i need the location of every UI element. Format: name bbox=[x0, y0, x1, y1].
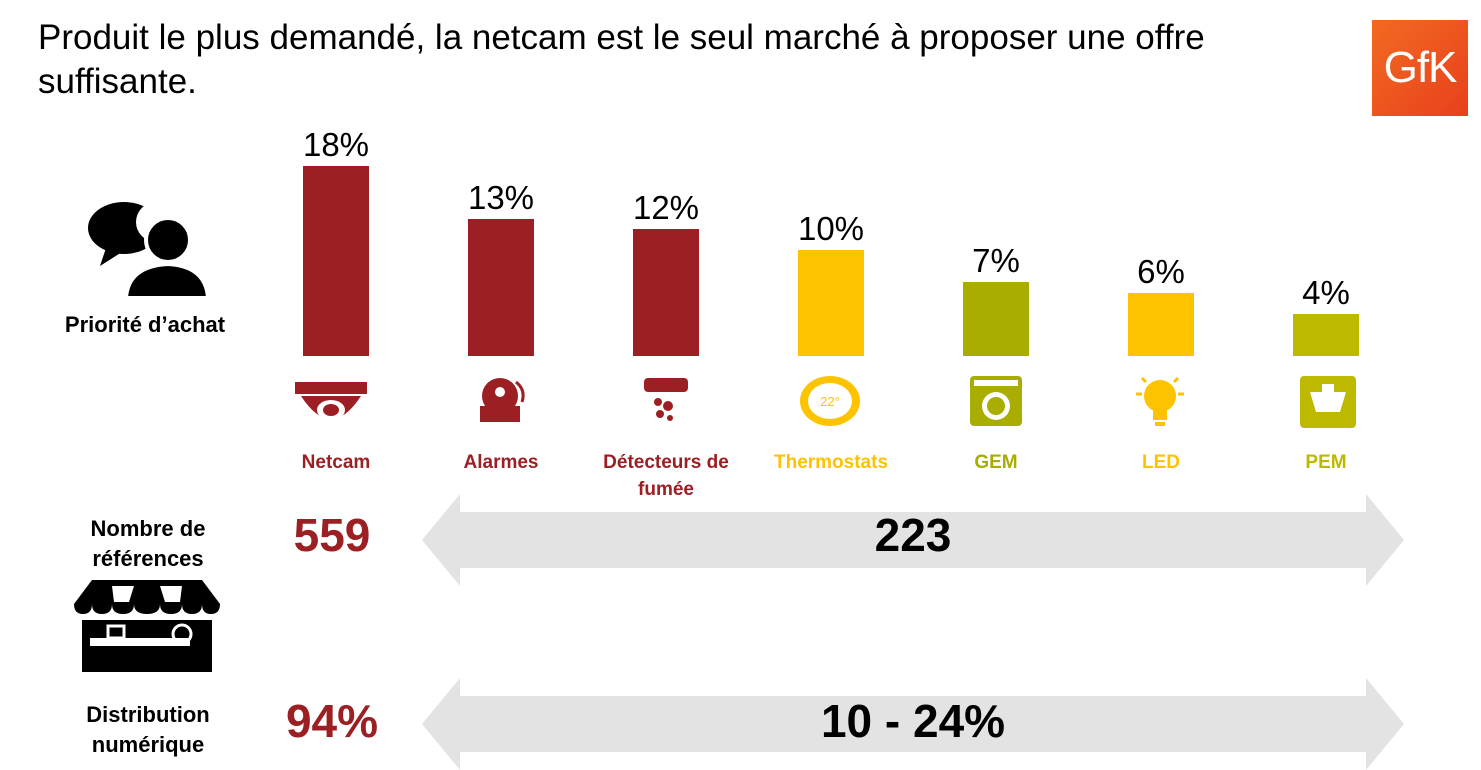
references-netcam-value: 559 bbox=[293, 509, 371, 561]
references-others-value: 223 bbox=[874, 509, 952, 561]
gfk-logo: GfK bbox=[1372, 20, 1468, 116]
smoke-detector-icon bbox=[644, 378, 688, 421]
row-label-references: Nombre de références bbox=[90, 516, 206, 571]
bar-value-label: 13% bbox=[467, 178, 535, 216]
bar-netcam bbox=[303, 166, 369, 356]
bar-alarmes bbox=[468, 218, 534, 356]
alarm-bell-icon bbox=[480, 378, 525, 422]
distribution-netcam-value: 94% bbox=[285, 695, 379, 747]
category-label: PEM bbox=[1305, 452, 1347, 473]
page-title: Produit le plus demandé, la netcam est l… bbox=[38, 18, 1205, 101]
bar-value-label: 18% bbox=[302, 126, 370, 163]
netcam-icon bbox=[295, 382, 367, 420]
bar-value-label: 4% bbox=[1302, 273, 1350, 311]
bar-d-tecteurs-de-fum-e bbox=[633, 229, 699, 356]
category-label: Détecteurs de fumée bbox=[603, 452, 729, 500]
row-label-priority: Priorité d’achat bbox=[64, 312, 226, 337]
bar-value-label: 7% bbox=[972, 242, 1020, 280]
kitchen-mixer-icon bbox=[1300, 376, 1356, 428]
store-icon bbox=[74, 580, 220, 672]
light-bulb-icon bbox=[1136, 376, 1184, 426]
category-label: Netcam bbox=[301, 452, 371, 473]
bar-value-label: 10% bbox=[797, 210, 865, 248]
bar-gem bbox=[963, 282, 1029, 356]
category-label: Alarmes bbox=[463, 452, 539, 473]
thermostat-icon: 22° bbox=[800, 376, 860, 426]
bar-value-label: 12% bbox=[632, 189, 700, 227]
distribution-others-value: 10 - 24% bbox=[820, 695, 1006, 747]
bar-value-label: 6% bbox=[1137, 252, 1185, 290]
references-range-arrow bbox=[422, 494, 1404, 586]
bar-thermostats bbox=[798, 250, 864, 356]
category-label: LED bbox=[1142, 452, 1180, 473]
bar-led bbox=[1128, 292, 1194, 356]
row-label-distribution: Distribution numérique bbox=[86, 702, 210, 757]
people-speech-icon bbox=[88, 202, 208, 298]
category-label: Thermostats bbox=[773, 452, 889, 473]
svg-text:22°: 22° bbox=[820, 394, 840, 409]
distribution-range-arrow bbox=[422, 678, 1404, 770]
category-label: GEM bbox=[974, 452, 1018, 473]
washing-machine-icon bbox=[970, 376, 1022, 426]
bar-pem bbox=[1293, 313, 1359, 356]
